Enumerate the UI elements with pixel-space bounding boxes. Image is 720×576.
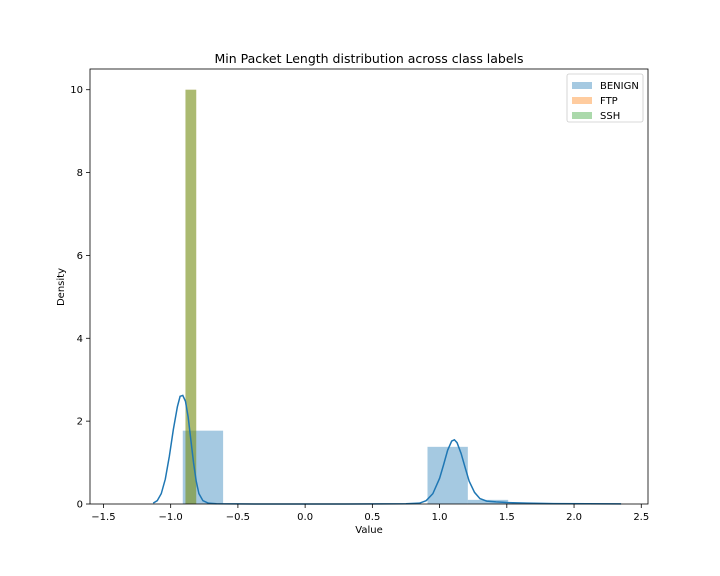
x-tick-label: −1.0	[159, 512, 183, 523]
legend-swatch-ssh	[572, 112, 592, 119]
y-tick-label: 8	[77, 168, 83, 179]
legend-label-ssh: SSH	[600, 111, 620, 122]
bar-ftp-0	[185, 89, 197, 504]
plot-frame	[89, 68, 649, 505]
y-ticks: 0 2 4 6 8 10	[70, 85, 90, 511]
bars-layer	[182, 89, 509, 504]
y-tick-label: 6	[77, 251, 83, 262]
bar-benign-0	[182, 430, 224, 504]
y-axis-label: Density	[56, 268, 67, 306]
x-ticks: −1.5 −1.0 −0.5 0.0 0.5 1.0 1.5 2.0 2.5	[91, 504, 649, 523]
y-tick-label: 4	[77, 334, 83, 345]
y-tick-label: 10	[70, 85, 83, 96]
chart-title: Min Packet Length distribution across cl…	[214, 51, 523, 66]
y-tick-label: 2	[77, 417, 83, 428]
x-tick-label: 1.5	[499, 512, 515, 523]
legend-swatch-ftp	[572, 97, 592, 104]
x-axis-label: Value	[355, 525, 382, 536]
axes	[89, 68, 649, 505]
x-tick-label: 2.5	[633, 512, 649, 523]
y-tick-label: 0	[77, 500, 83, 511]
legend-box	[566, 73, 644, 123]
bar-ssh-0	[185, 89, 197, 504]
kde-line-benign	[152, 394, 622, 505]
x-tick-label: 0.0	[297, 512, 313, 523]
legend: BENIGN FTP SSH	[566, 73, 644, 123]
bar-benign-1	[427, 446, 468, 504]
x-tick-label: −0.5	[226, 512, 250, 523]
x-tick-label: 2.0	[566, 512, 582, 523]
legend-label-ftp: FTP	[600, 96, 618, 107]
legend-label-benign: BENIGN	[600, 81, 639, 92]
x-tick-label: 1.0	[432, 512, 448, 523]
legend-swatch-benign	[572, 82, 592, 89]
x-tick-label: 0.5	[364, 512, 380, 523]
x-tick-label: −1.5	[91, 512, 115, 523]
